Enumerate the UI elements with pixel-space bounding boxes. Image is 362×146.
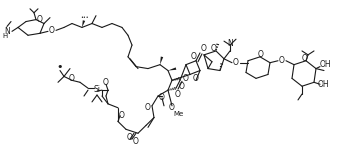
Polygon shape [82, 20, 85, 27]
Text: O: O [119, 111, 125, 120]
Text: O: O [37, 15, 43, 24]
Text: O: O [233, 58, 239, 67]
Polygon shape [160, 57, 163, 65]
Text: O: O [69, 74, 75, 83]
Text: O: O [258, 50, 264, 59]
Text: O: O [193, 74, 199, 83]
Text: O: O [103, 78, 109, 87]
Text: Me: Me [173, 111, 183, 117]
Text: OH: OH [318, 80, 330, 89]
Text: O: O [127, 133, 133, 142]
Text: O: O [49, 26, 55, 35]
Text: O: O [191, 52, 197, 61]
Text: Si: Si [93, 85, 101, 94]
Text: O: O [169, 103, 175, 112]
Text: N: N [227, 39, 233, 48]
Text: O: O [201, 45, 207, 53]
Text: O: O [279, 56, 285, 65]
Text: N: N [4, 27, 10, 36]
Text: O: O [133, 137, 139, 146]
Text: O: O [159, 93, 165, 102]
Text: H: H [3, 33, 8, 39]
Text: O: O [179, 82, 185, 91]
Text: O: O [183, 74, 189, 83]
Text: •: • [57, 62, 63, 72]
Text: O: O [211, 45, 217, 53]
Polygon shape [168, 67, 176, 71]
Text: OH: OH [320, 60, 332, 69]
Text: O: O [145, 103, 151, 112]
Text: O: O [175, 89, 181, 99]
Text: O: O [302, 54, 308, 63]
Text: •••: ••• [81, 15, 89, 20]
